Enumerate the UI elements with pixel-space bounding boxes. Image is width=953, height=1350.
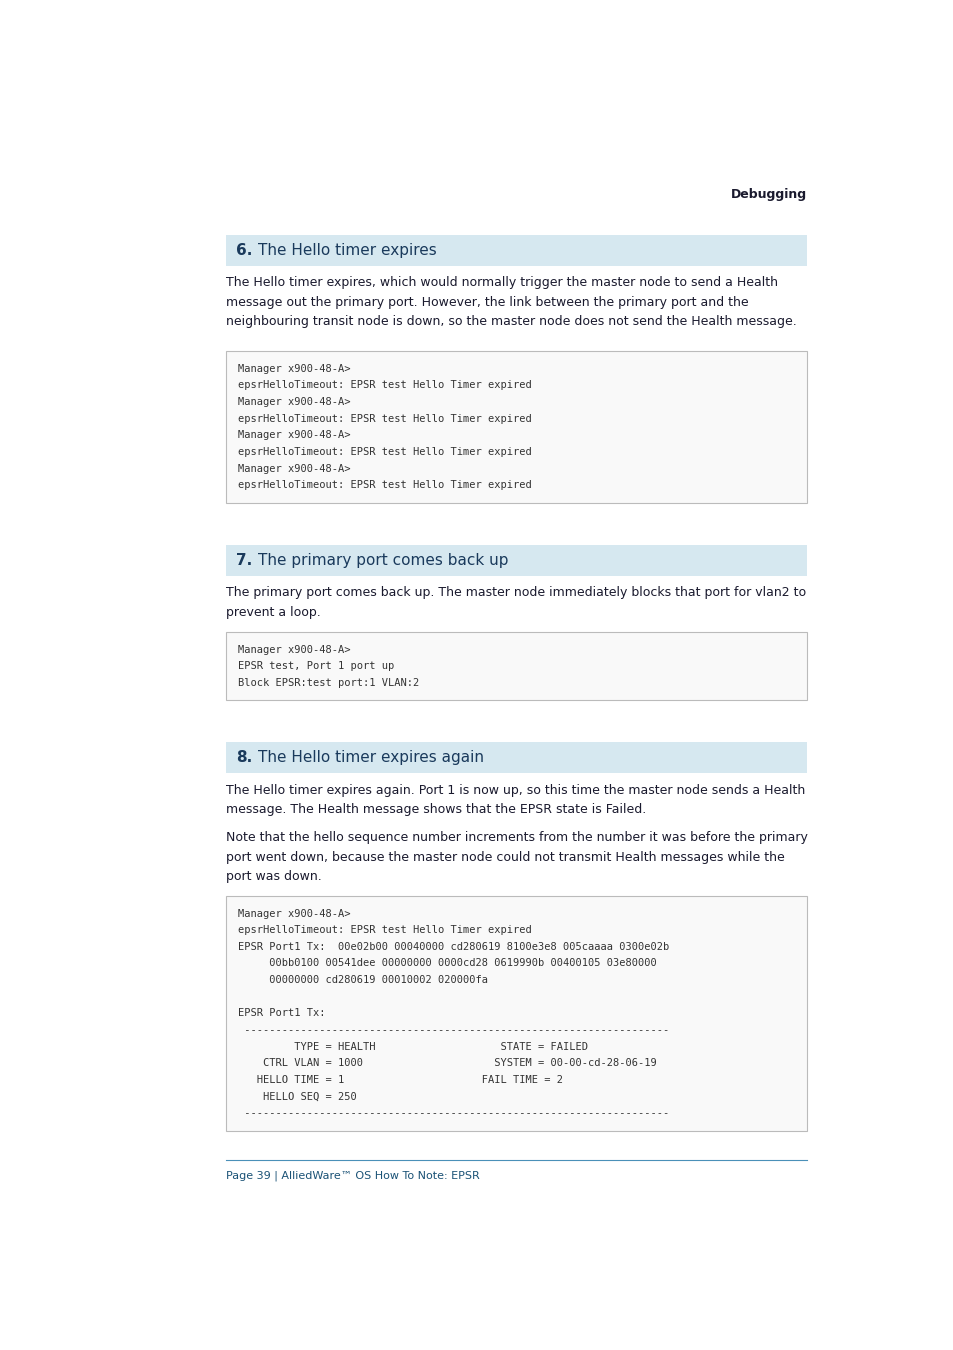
Text: --------------------------------------------------------------------: ----------------------------------------… [237, 1025, 668, 1035]
Text: The Hello timer expires again. Port 1 is now up, so this time the master node se: The Hello timer expires again. Port 1 is… [226, 783, 805, 817]
Text: EPSR test, Port 1 port up: EPSR test, Port 1 port up [237, 662, 394, 671]
Text: Manager x900-48-A>: Manager x900-48-A> [237, 397, 350, 408]
FancyBboxPatch shape [226, 544, 806, 575]
Text: Note that the hello sequence number increments from the number it was before the: Note that the hello sequence number incr… [226, 832, 807, 883]
Text: 8.: 8. [235, 751, 252, 765]
FancyBboxPatch shape [226, 743, 806, 774]
Text: CTRL VLAN = 1000                     SYSTEM = 00-00-cd-28-06-19: CTRL VLAN = 1000 SYSTEM = 00-00-cd-28-06… [237, 1058, 656, 1068]
Text: 6.: 6. [235, 243, 253, 258]
Text: 7.: 7. [235, 552, 252, 567]
Text: HELLO SEQ = 250: HELLO SEQ = 250 [237, 1092, 355, 1102]
Text: epsrHelloTimeout: EPSR test Hello Timer expired: epsrHelloTimeout: EPSR test Hello Timer … [237, 925, 531, 936]
Text: The primary port comes back up. The master node immediately blocks that port for: The primary port comes back up. The mast… [226, 586, 805, 618]
FancyBboxPatch shape [226, 351, 806, 504]
Text: Manager x900-48-A>: Manager x900-48-A> [237, 909, 350, 918]
Text: epsrHelloTimeout: EPSR test Hello Timer expired: epsrHelloTimeout: EPSR test Hello Timer … [237, 381, 531, 390]
Text: --------------------------------------------------------------------: ----------------------------------------… [237, 1108, 668, 1118]
Text: The Hello timer expires again: The Hello timer expires again [258, 751, 484, 765]
Text: Debugging: Debugging [730, 188, 806, 201]
FancyBboxPatch shape [226, 632, 806, 701]
Text: epsrHelloTimeout: EPSR test Hello Timer expired: epsrHelloTimeout: EPSR test Hello Timer … [237, 413, 531, 424]
Text: epsrHelloTimeout: EPSR test Hello Timer expired: epsrHelloTimeout: EPSR test Hello Timer … [237, 481, 531, 490]
FancyBboxPatch shape [226, 235, 806, 266]
Text: EPSR Port1 Tx:: EPSR Port1 Tx: [237, 1008, 325, 1018]
Text: Page 39 | AlliedWare™ OS How To Note: EPSR: Page 39 | AlliedWare™ OS How To Note: EP… [226, 1170, 479, 1181]
Text: Manager x900-48-A>: Manager x900-48-A> [237, 463, 350, 474]
Text: The primary port comes back up: The primary port comes back up [258, 552, 508, 567]
Text: The Hello timer expires, which would normally trigger the master node to send a : The Hello timer expires, which would nor… [226, 277, 797, 328]
Text: Manager x900-48-A>: Manager x900-48-A> [237, 644, 350, 655]
FancyBboxPatch shape [226, 896, 806, 1131]
Text: EPSR Port1 Tx:  00e02b00 00040000 cd280619 8100e3e8 005caaaa 0300e02b: EPSR Port1 Tx: 00e02b00 00040000 cd28061… [237, 942, 668, 952]
Text: 00bb0100 00541dee 00000000 0000cd28 0619990b 00400105 03e80000: 00bb0100 00541dee 00000000 0000cd28 0619… [237, 958, 656, 968]
Text: TYPE = HEALTH                    STATE = FAILED: TYPE = HEALTH STATE = FAILED [237, 1042, 587, 1052]
Text: HELLO TIME = 1                      FAIL TIME = 2: HELLO TIME = 1 FAIL TIME = 2 [237, 1075, 562, 1085]
Text: 00000000 cd280619 00010002 020000fa: 00000000 cd280619 00010002 020000fa [237, 975, 487, 985]
Text: Manager x900-48-A>: Manager x900-48-A> [237, 364, 350, 374]
Text: epsrHelloTimeout: EPSR test Hello Timer expired: epsrHelloTimeout: EPSR test Hello Timer … [237, 447, 531, 458]
Text: Manager x900-48-A>: Manager x900-48-A> [237, 431, 350, 440]
Text: The Hello timer expires: The Hello timer expires [258, 243, 436, 258]
Text: Block EPSR:test port:1 VLAN:2: Block EPSR:test port:1 VLAN:2 [237, 678, 418, 687]
